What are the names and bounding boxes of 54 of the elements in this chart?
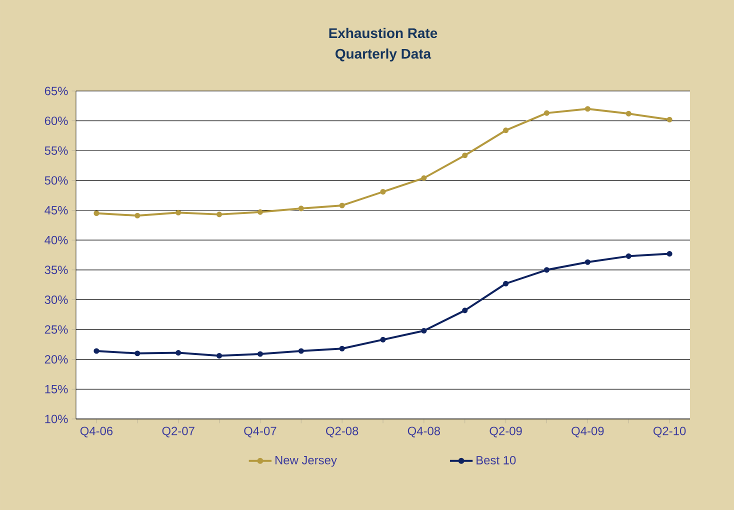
point [666, 116, 672, 122]
y-tick-label: 20% [44, 355, 68, 364]
point [544, 267, 550, 273]
point [380, 188, 386, 195]
point [94, 210, 100, 216]
point [94, 348, 100, 354]
y-tick-label: 45% [44, 206, 68, 214]
point [216, 212, 222, 218]
x-tick-label: Q4-07 [244, 426, 276, 438]
point [257, 351, 263, 357]
legend-label: Best 10 [476, 456, 516, 464]
point [134, 212, 140, 218]
y-tick-label: 65% [44, 86, 68, 96]
chart-subtitle: Quarterly Data [336, 48, 432, 62]
point [339, 202, 345, 208]
point [298, 348, 304, 354]
point [176, 210, 182, 216]
x-tick-label: Q4-09 [572, 426, 604, 438]
point [298, 206, 304, 212]
point [626, 110, 632, 116]
point [503, 280, 509, 286]
y-tick-label: 25% [44, 325, 68, 334]
point [176, 350, 182, 356]
point [421, 328, 427, 334]
point [666, 251, 672, 257]
point [544, 110, 550, 116]
point [503, 128, 509, 134]
x-tick-label: Q2-08 [326, 426, 358, 438]
point [216, 352, 222, 359]
x-tick-label: Q4-08 [408, 426, 440, 438]
y-tick-label: 50% [44, 176, 68, 185]
x-tick-label: Q2-09 [490, 426, 522, 438]
y-tick-label: 15% [45, 384, 68, 394]
y-tick-label: 55% [44, 146, 68, 155]
x-tick-label: Q4-06 [80, 426, 113, 438]
point [462, 152, 468, 158]
point [339, 346, 345, 352]
legend-label: New Jersey [276, 456, 337, 467]
chart-title: Exhaustion Rate [329, 28, 438, 38]
point [584, 106, 590, 112]
y-tick-label: 35% [44, 266, 68, 274]
y-tick-label: 10% [45, 414, 68, 424]
point [380, 336, 386, 342]
y-tick-label: 30% [44, 295, 68, 304]
y-tick-label: 60% [44, 116, 68, 126]
x-tick-label: Q2-10 [653, 426, 686, 438]
point [421, 175, 427, 181]
point [462, 308, 468, 314]
x-tick-label: Q2-07 [162, 426, 194, 438]
point [257, 209, 263, 215]
point [134, 350, 140, 356]
point [626, 253, 632, 259]
point [584, 259, 590, 265]
y-tick-label: 40% [44, 236, 68, 244]
